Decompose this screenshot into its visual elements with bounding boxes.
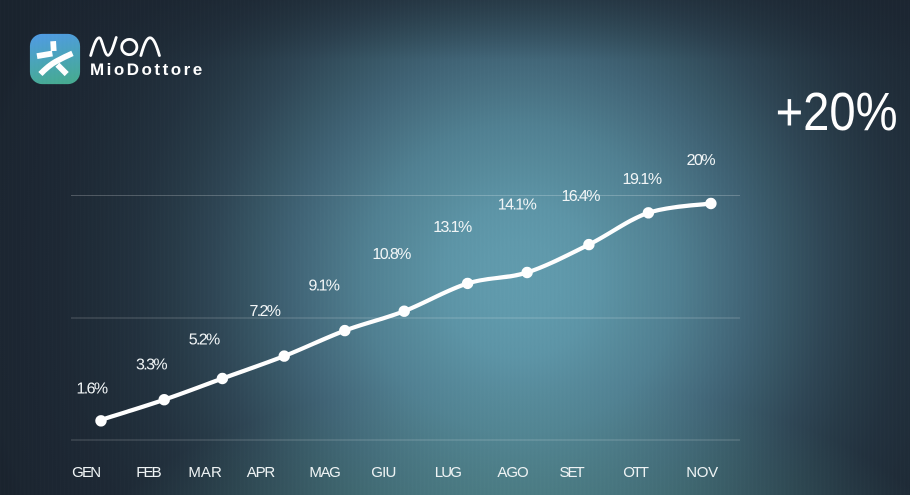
svg-text:7.2%: 7.2%	[249, 303, 281, 320]
svg-text:FEB: FEB	[136, 464, 161, 481]
svg-text:+20%: +20%	[776, 82, 898, 142]
svg-text:14.1%: 14.1%	[498, 196, 537, 213]
svg-text:10.8%: 10.8%	[372, 246, 411, 263]
svg-text:SET: SET	[560, 464, 585, 481]
svg-text:MAG: MAG	[309, 464, 340, 481]
svg-text:20%: 20%	[687, 152, 716, 169]
svg-text:APR: APR	[247, 464, 276, 481]
svg-text:1.6%: 1.6%	[77, 381, 109, 398]
svg-text:GEN: GEN	[72, 464, 101, 481]
svg-text:MAR: MAR	[188, 464, 222, 481]
svg-text:9.1%: 9.1%	[308, 278, 340, 295]
svg-text:AGO: AGO	[497, 464, 528, 481]
svg-text:16.4%: 16.4%	[562, 188, 601, 205]
svg-text:19.1%: 19.1%	[623, 171, 663, 188]
svg-text:LUG: LUG	[435, 464, 462, 481]
svg-text:3.3%: 3.3%	[136, 356, 168, 373]
svg-text:5.2%: 5.2%	[189, 332, 221, 349]
svg-text:OTT: OTT	[623, 464, 649, 481]
svg-text:GIU: GIU	[371, 464, 396, 481]
svg-text:13.1%: 13.1%	[433, 219, 472, 236]
svg-text:NOV: NOV	[686, 464, 718, 481]
